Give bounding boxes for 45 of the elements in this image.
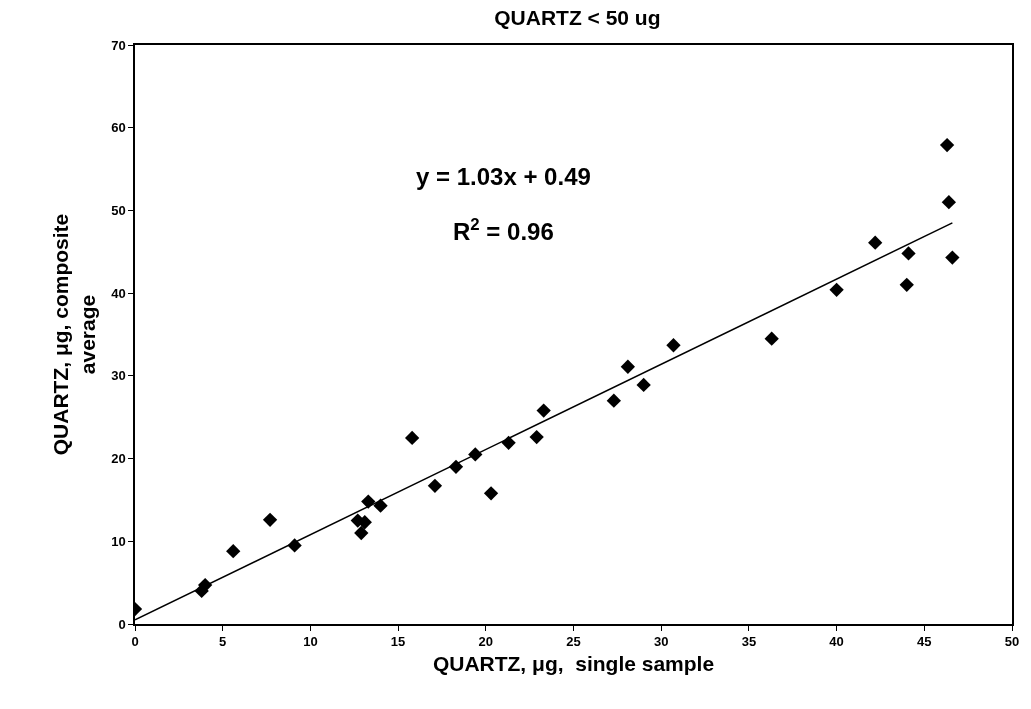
x-tick-label: 30 <box>653 634 669 650</box>
point <box>226 544 241 559</box>
point <box>829 282 844 297</box>
point <box>945 250 960 265</box>
x-tick-label: 10 <box>303 634 318 650</box>
point <box>262 512 278 527</box>
x-tick-label: 45 <box>917 634 932 650</box>
y-tick-label: 60 <box>111 120 126 136</box>
x-tick-label: 0 <box>131 634 139 650</box>
chart-title: QUARTZ < 50 ug <box>494 6 661 30</box>
y-axis-title: QUARTZ, μg, composite average <box>48 213 99 456</box>
y-tick-label: 30 <box>111 368 126 384</box>
point <box>666 338 681 353</box>
point <box>939 137 955 153</box>
y-tick-label: 70 <box>111 37 126 53</box>
point <box>941 195 957 210</box>
annotation: y = 1.03x + 0.49 <box>416 163 591 190</box>
x-tick-label: 35 <box>741 634 757 650</box>
y-tick-label: 0 <box>118 616 126 632</box>
point <box>764 331 779 346</box>
x-tick-label: 50 <box>1004 634 1020 650</box>
x-tick-label: 20 <box>478 634 494 650</box>
point <box>899 277 914 293</box>
x-tick-label: 5 <box>219 634 227 650</box>
y-tick-label: 20 <box>111 451 126 467</box>
point <box>636 377 651 393</box>
point <box>606 393 621 408</box>
x-axis-title: QUARTZ, μg, single sample <box>432 652 715 676</box>
y-tick-label: 10 <box>111 533 126 549</box>
point <box>901 246 916 261</box>
point <box>373 498 388 513</box>
y-tick-label: 40 <box>111 285 126 301</box>
y-tick-label: 50 <box>111 202 126 218</box>
point <box>427 478 443 494</box>
x-tick-label: 25 <box>566 634 581 650</box>
point <box>536 403 551 418</box>
point <box>620 359 636 374</box>
point <box>354 525 369 541</box>
point <box>529 429 544 445</box>
point <box>483 486 499 501</box>
point <box>868 235 883 250</box>
x-tick-label: 40 <box>829 634 844 650</box>
point <box>404 430 420 446</box>
annotation: R$^{2}$ = 0.96 <box>453 215 554 246</box>
x-tick-label: 15 <box>390 634 406 650</box>
